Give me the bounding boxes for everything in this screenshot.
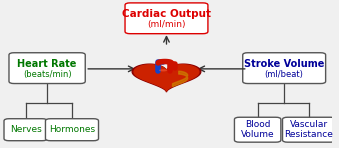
FancyBboxPatch shape [282, 117, 336, 142]
Text: Blood
Volume: Blood Volume [241, 120, 275, 139]
Ellipse shape [159, 69, 167, 71]
Text: (ml/min): (ml/min) [147, 20, 186, 29]
Text: Cardiac Output: Cardiac Output [122, 9, 211, 19]
Text: Vascular
Resistance: Vascular Resistance [285, 120, 334, 139]
FancyBboxPatch shape [9, 53, 85, 83]
Text: (beats/min): (beats/min) [23, 70, 72, 78]
FancyBboxPatch shape [45, 119, 99, 141]
FancyBboxPatch shape [243, 53, 326, 83]
Polygon shape [134, 65, 199, 91]
FancyBboxPatch shape [235, 117, 281, 142]
FancyBboxPatch shape [125, 3, 208, 34]
FancyBboxPatch shape [4, 119, 47, 141]
Text: Heart Rate: Heart Rate [17, 59, 77, 69]
Text: (ml/beat): (ml/beat) [265, 70, 304, 78]
Text: Nerves: Nerves [10, 125, 41, 134]
Text: Hormones: Hormones [49, 125, 95, 134]
Text: Stroke Volume: Stroke Volume [244, 59, 324, 69]
Polygon shape [132, 64, 201, 92]
